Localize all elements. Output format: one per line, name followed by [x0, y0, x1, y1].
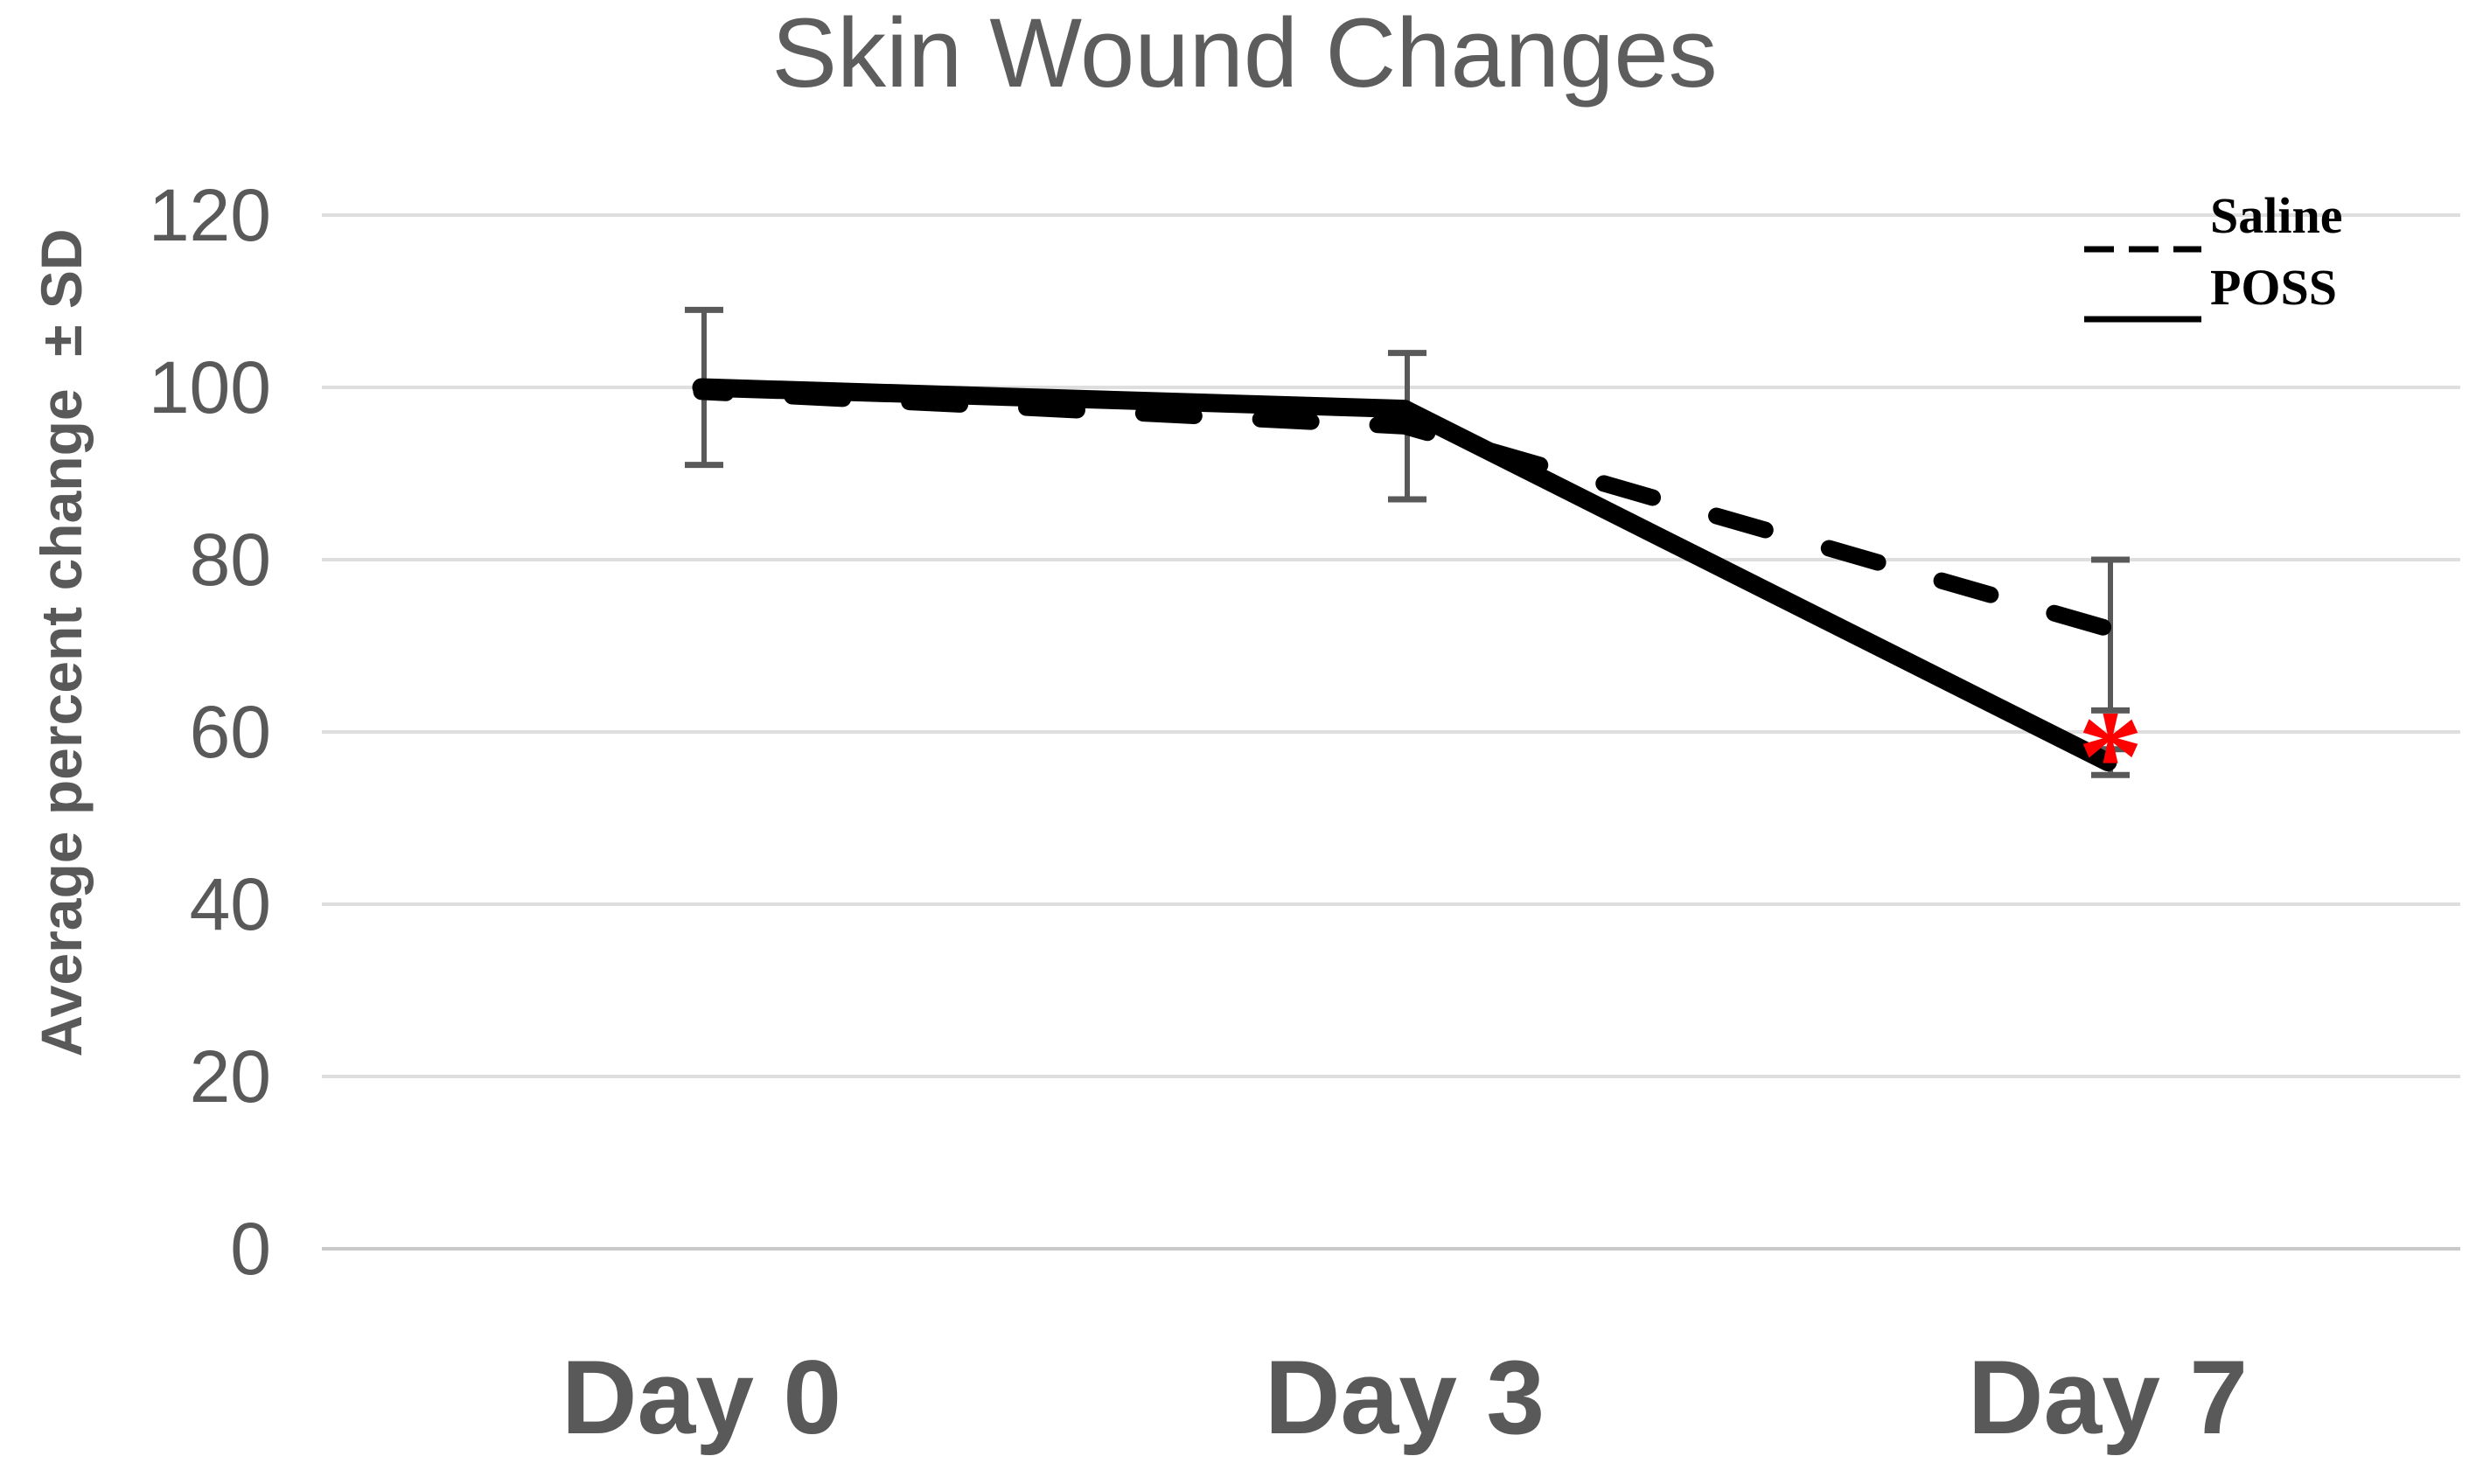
y-tick-label: 40 [189, 863, 271, 945]
y-tick-label: 20 [189, 1035, 271, 1118]
significance-asterisk: * [2078, 684, 2144, 829]
y-tick-label: 60 [189, 691, 271, 773]
x-category-label: Day 7 [1967, 1339, 2249, 1456]
y-tick-label: 80 [189, 519, 271, 601]
series-line-saline [693, 383, 2117, 637]
x-category-label: Day 3 [1264, 1339, 1545, 1456]
series-line-poss [692, 378, 2117, 771]
y-tick-label: 100 [148, 346, 271, 428]
legend-label-saline: Saline [2210, 187, 2343, 244]
x-category-label: Day 0 [561, 1339, 842, 1456]
y-tick-label: 0 [230, 1208, 271, 1290]
chart-title: Skin Wound Changes [771, 0, 1718, 108]
y-tick-label: 120 [148, 174, 271, 256]
legend-label-poss: POSS [2210, 259, 2338, 316]
